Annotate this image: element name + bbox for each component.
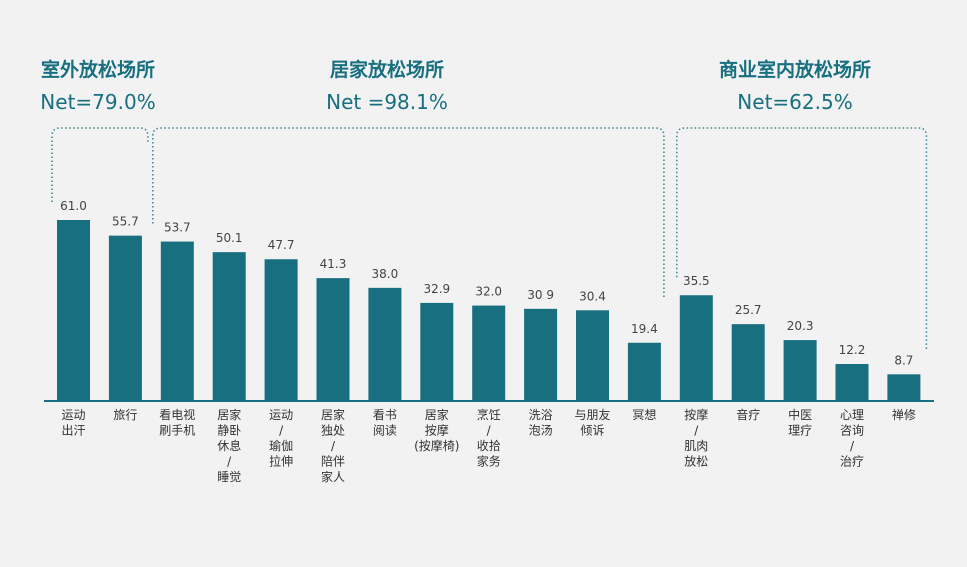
bar-8 [472, 305, 506, 400]
category-label-3-3: / [227, 455, 232, 469]
group-title-0: 室外放松场所 [41, 58, 155, 81]
category-label-7-0: 居家 [425, 407, 449, 422]
category-label-4-0: 运动 [269, 408, 293, 422]
category-label-4-1: / [279, 424, 284, 438]
value-label-3: 50.1 [216, 231, 243, 245]
bar-6 [368, 287, 402, 400]
value-label-13: 25.7 [735, 303, 762, 317]
bar-15 [835, 364, 869, 400]
bar-13 [731, 324, 765, 400]
category-label-2-1: 刷手机 [159, 424, 195, 438]
group-brackets [51, 127, 928, 350]
bar-7 [420, 302, 454, 400]
category-label-12-3: 放松 [684, 454, 708, 469]
group-labels: 室外放松场所 Net=79.0% 居家放松场所 Net =98.1% 商业室内放松场所 N… [40, 58, 871, 114]
bar-3 [212, 252, 246, 400]
category-label-15-1: 咨询 [840, 423, 864, 438]
category-label-9-0: 洗浴 [529, 408, 553, 422]
category-label-13-0: 音疗 [736, 407, 760, 422]
value-label-12: 35.5 [683, 274, 710, 288]
category-label-8-0: 烹饪 [477, 407, 501, 422]
value-label-0: 61.0 [60, 199, 87, 213]
category-label-12-1: / [694, 424, 699, 438]
bar-10 [576, 310, 609, 400]
category-label-14-1: 理疗 [788, 424, 812, 438]
category-label-3-1: 静卧 [217, 424, 241, 438]
value-label-10: 30.4 [579, 289, 606, 303]
group-bracket-0 [51, 127, 149, 202]
category-label-5-4: 家人 [321, 469, 345, 484]
category-label-5-3: 陪伴 [321, 454, 345, 469]
value-label-14: 20.3 [787, 319, 814, 333]
category-label-0-0: 运动 [61, 408, 85, 422]
group-bracket-2 [676, 127, 928, 350]
category-label-15-2: / [850, 439, 855, 453]
value-label-9: 30 9 [527, 288, 554, 302]
group-bracket-1 [152, 127, 665, 298]
category-label-8-2: 收拾 [477, 438, 501, 453]
category-label-12-0: 按摩 [684, 407, 708, 422]
category-label-10-0: 与朋友 [574, 408, 610, 422]
category-label-3-0: 居家 [217, 407, 241, 422]
bar-2 [160, 241, 194, 400]
category-label-4-2: 瑜伽 [269, 438, 293, 453]
value-label-7: 32.9 [423, 282, 450, 296]
category-label-6-0: 看书 [373, 408, 397, 422]
category-label-9-1: 泡汤 [529, 424, 553, 438]
category-label-5-0: 居家 [321, 407, 345, 422]
value-label-5: 41.3 [320, 257, 347, 271]
category-label-7-1: 按摩 [425, 423, 449, 438]
category-label-14-0: 中医 [788, 407, 812, 422]
bar-9 [524, 308, 558, 400]
value-label-11: 19.4 [631, 322, 658, 336]
category-label-10-1: 倾诉 [580, 424, 604, 438]
value-label-15: 12.2 [839, 343, 866, 357]
bar-14 [783, 340, 817, 400]
value-label-6: 38.0 [372, 267, 399, 281]
bars [57, 220, 921, 400]
bar-16 [887, 374, 921, 400]
category-label-15-0: 心理 [840, 408, 864, 422]
value-labels: 61.0 55.7 53.7 50.1 47.7 41.3 38.0 32.9 32.0 30 9… [60, 199, 913, 367]
category-label-3-4: 睡觉 [217, 470, 241, 484]
value-label-4: 47.7 [268, 238, 295, 252]
category-label-11-0: 冥想 [632, 407, 656, 422]
value-label-16: 8.7 [894, 353, 913, 367]
value-label-8: 32.0 [475, 285, 502, 299]
category-label-2-0: 看电视 [159, 407, 195, 422]
category-label-3-2: 休息 [217, 438, 241, 453]
category-label-4-3: 拉伸 [269, 454, 293, 469]
group-net-1: Net =98.1% [326, 90, 448, 114]
category-label-0-1: 出汗 [61, 424, 85, 438]
category-label-5-2: / [331, 439, 336, 453]
bar-4 [264, 259, 298, 400]
category-label-6-1: 阅读 [373, 424, 397, 438]
category-label-15-3: 治疗 [840, 455, 864, 469]
group-net-2: Net=62.5% [737, 90, 852, 114]
category-label-7-2: (按摩椅) [414, 438, 459, 453]
category-label-8-3: 家务 [477, 454, 501, 469]
category-label-5-1: 独处 [321, 424, 345, 438]
category-label-1-0: 旅行 [113, 408, 137, 422]
bar-1 [108, 235, 142, 400]
category-label-8-1: / [487, 424, 492, 438]
bar-12 [679, 295, 713, 400]
category-label-12-2: 肌肉 [684, 439, 708, 453]
value-label-2: 53.7 [164, 221, 191, 235]
group-net-0: Net=79.0% [40, 90, 155, 114]
value-label-1: 55.7 [112, 215, 139, 229]
bar-0 [57, 220, 90, 400]
group-title-2: 商业室内放松场所 [719, 58, 871, 81]
group-title-1: 居家放松场所 [330, 58, 444, 81]
bar-5 [316, 278, 350, 400]
bar-11 [627, 342, 661, 400]
category-label-16-0: 禅修 [892, 407, 916, 422]
